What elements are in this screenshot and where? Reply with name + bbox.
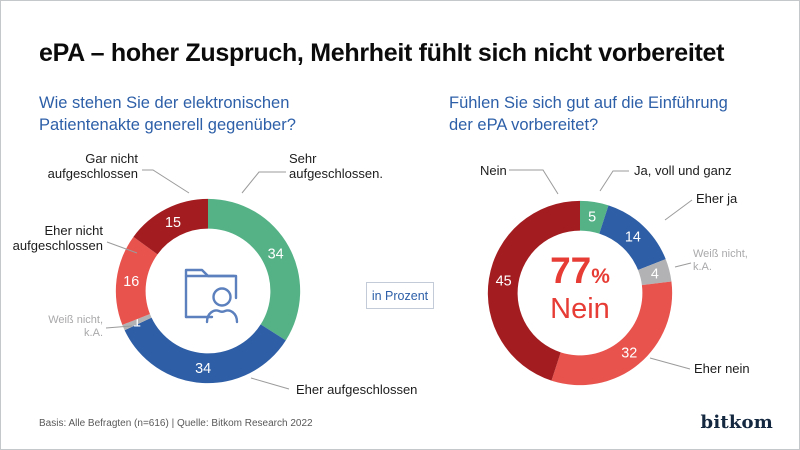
percent-sign: % (591, 265, 610, 288)
donut-segment (208, 198, 301, 341)
donut-segment (580, 200, 609, 234)
callout-line (241, 171, 286, 194)
callout-line (142, 169, 190, 194)
label-eher-aufgeschlossen: Eher aufgeschlossen (296, 382, 418, 397)
label-weiss-nicht-left: Weiß nicht, k.A. (48, 314, 103, 339)
center-result: 77% Nein (500, 250, 660, 326)
donut-segment (551, 281, 673, 386)
center-result-percent: 77% (500, 250, 660, 292)
segment-value: 16 (123, 274, 139, 290)
segment-value: 34 (268, 247, 284, 263)
callout-line (599, 170, 629, 192)
segment-value: 32 (621, 345, 637, 361)
donut-chart-preparedness: 5 14 4 32 45 (487, 200, 673, 386)
question-right: Fühlen Sie sich gut auf die Einführung d… (449, 94, 728, 134)
segment-value: 4 (651, 267, 659, 283)
label-nein: Nein (480, 163, 507, 178)
donut-segment (487, 200, 580, 381)
donut-segment (124, 317, 286, 384)
patient-record-folder-icon (174, 262, 244, 329)
segment-value: 1 (133, 315, 141, 331)
donut-segment (115, 236, 158, 325)
label-gar-nicht-aufgeschlossen: Gar nicht aufgeschlossen (47, 151, 138, 181)
label-eher-nicht-aufgeschlossen: Eher nicht aufgeschlossen (12, 223, 103, 253)
callout-line (674, 262, 692, 268)
donut-chart-acceptance: 34 34 1 16 15 (115, 198, 301, 384)
source-note: Basis: Alle Befragten (n=616) | Quelle: … (39, 418, 313, 429)
segment-value: 15 (165, 215, 181, 231)
donut-segment (133, 198, 208, 255)
segment-value: 45 (496, 274, 512, 290)
label-sehr-aufgeschlossen: Sehr aufgeschlossen. (289, 151, 383, 181)
page-title: ePA – hoher Zuspruch, Mehrheit fühlt sic… (39, 39, 725, 67)
donut-segment (638, 259, 672, 286)
label-eher-ja: Eher ja (696, 191, 738, 206)
callout-line (509, 169, 559, 195)
center-result-word: Nein (550, 293, 610, 325)
label-eher-nein: Eher nein (694, 361, 750, 376)
donut-segment (599, 205, 666, 271)
segment-value: 14 (625, 229, 641, 245)
center-result-number: 77 (550, 250, 592, 291)
label-weiss-nicht-right: Weiß nicht, k.A. (693, 248, 748, 273)
question-left: Wie stehen Sie der elektronischen Patien… (39, 94, 296, 134)
unit-label-box: in Prozent (366, 282, 434, 309)
label-ja-voll-und-ganz: Ja, voll und ganz (634, 163, 732, 178)
bitkom-logo: bitkom (700, 412, 773, 433)
segment-value: 5 (588, 209, 596, 225)
segment-value: 34 (195, 361, 211, 377)
